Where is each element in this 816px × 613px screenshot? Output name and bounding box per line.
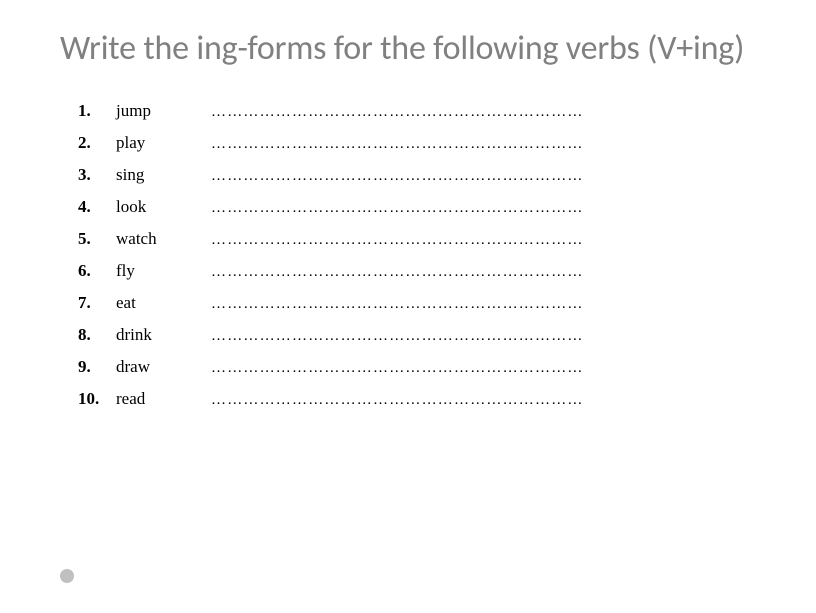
item-verb: watch <box>116 229 211 249</box>
bullet-icon <box>60 569 74 583</box>
exercise-list: 1. jump ………………………………………………………………… 2. pla… <box>78 101 756 415</box>
item-number: 8. <box>78 325 116 345</box>
item-verb: drink <box>116 325 211 345</box>
list-item: 10. read ………………………………………………………………… <box>78 389 756 415</box>
answer-blank: ………………………………………………………………… <box>211 200 581 217</box>
answer-blank: ………………………………………………………………… <box>211 392 581 409</box>
item-number: 7. <box>78 293 116 313</box>
item-verb: fly <box>116 261 211 281</box>
item-verb: look <box>116 197 211 217</box>
answer-blank: ………………………………………………………………… <box>211 168 581 185</box>
list-item: 5. watch ………………………………………………………………… <box>78 229 756 255</box>
item-verb: play <box>116 133 211 153</box>
list-item: 4. look ………………………………………………………………… <box>78 197 756 223</box>
item-number: 2. <box>78 133 116 153</box>
item-number: 3. <box>78 165 116 185</box>
answer-blank: ………………………………………………………………… <box>211 360 581 377</box>
answer-blank: ………………………………………………………………… <box>211 328 581 345</box>
list-item: 9. draw ………………………………………………………………… <box>78 357 756 383</box>
slide-title: Write the ing-forms for the following ve… <box>60 28 756 71</box>
list-item: 3. sing ………………………………………………………………… <box>78 165 756 191</box>
item-verb: eat <box>116 293 211 313</box>
answer-blank: ………………………………………………………………… <box>211 264 581 281</box>
item-number: 10. <box>78 389 116 409</box>
answer-blank: ………………………………………………………………… <box>211 104 581 121</box>
item-number: 4. <box>78 197 116 217</box>
item-verb: draw <box>116 357 211 377</box>
item-verb: read <box>116 389 211 409</box>
item-verb: sing <box>116 165 211 185</box>
list-item: 8. drink ………………………………………………………………… <box>78 325 756 351</box>
list-item: 6. fly ………………………………………………………………… <box>78 261 756 287</box>
item-verb: jump <box>116 101 211 121</box>
list-item: 1. jump ………………………………………………………………… <box>78 101 756 127</box>
item-number: 5. <box>78 229 116 249</box>
item-number: 9. <box>78 357 116 377</box>
item-number: 6. <box>78 261 116 281</box>
answer-blank: ………………………………………………………………… <box>211 136 581 153</box>
answer-blank: ………………………………………………………………… <box>211 296 581 313</box>
list-item: 7. eat ………………………………………………………………… <box>78 293 756 319</box>
item-number: 1. <box>78 101 116 121</box>
list-item: 2. play ………………………………………………………………… <box>78 133 756 159</box>
answer-blank: ………………………………………………………………… <box>211 232 581 249</box>
slide-container: Write the ing-forms for the following ve… <box>0 0 816 415</box>
